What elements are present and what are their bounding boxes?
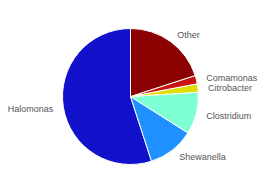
labels: Halomonas Shewanella Clostridium Citrobacte…	[8, 30, 258, 162]
slice-label: Shewanella	[179, 152, 226, 162]
slices	[63, 29, 199, 165]
slice-label: Clostridium	[206, 111, 251, 121]
slice-label: Other	[177, 30, 200, 40]
pie: Halomonas Shewanella Clostridium Citrobacte…	[8, 29, 258, 165]
slice-label: Comamonas	[206, 73, 258, 83]
slice-label: Citrobacter	[208, 83, 252, 93]
slice	[131, 92, 199, 133]
chart: Halomonas Shewanella Clostridium Citrobacte…	[0, 0, 261, 193]
slice-label: Halomonas	[8, 104, 54, 114]
